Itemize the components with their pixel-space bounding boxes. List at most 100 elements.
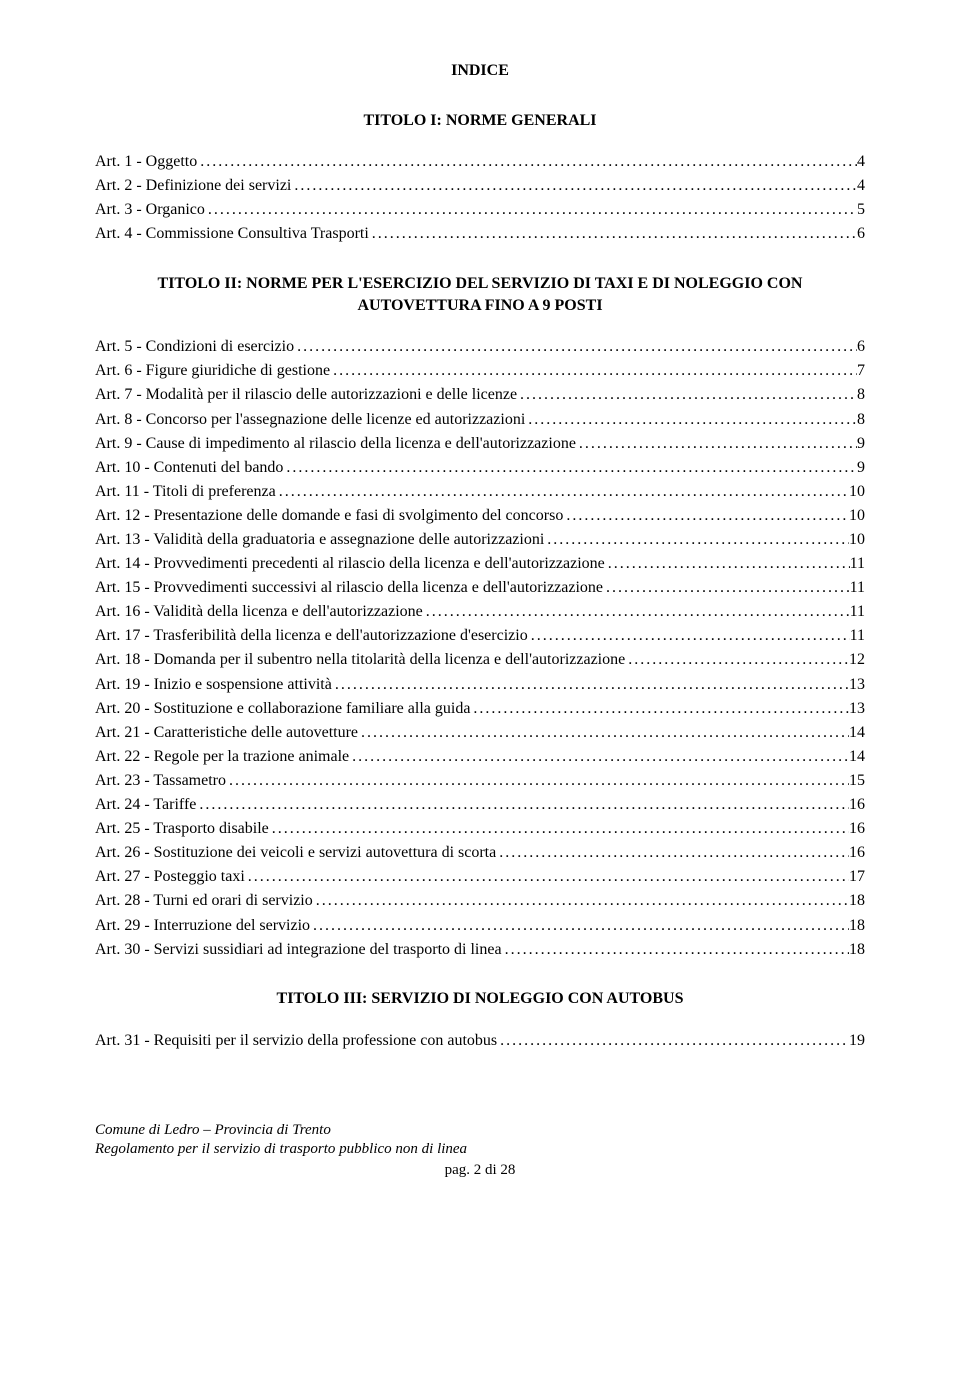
section-heading: TITOLO III: SERVIZIO DI NOLEGGIO CON AUT… — [95, 988, 865, 1010]
toc-entry-leader — [330, 360, 857, 382]
toc-entry-leader — [423, 601, 850, 623]
toc-entry-leader — [226, 770, 849, 792]
toc-entry-leader — [517, 384, 857, 406]
toc-entry: Art. 21 - Caratteristiche delle autovett… — [95, 722, 865, 744]
toc-entry-label: Art. 17 - Trasferibilità della licenza e… — [95, 625, 528, 647]
toc-entry-page: 16 — [849, 794, 865, 816]
toc-entry-leader — [525, 409, 857, 431]
toc-entry-page: 13 — [849, 674, 865, 696]
toc-entry-page: 10 — [849, 505, 865, 527]
toc-entry-label: Art. 14 - Provvedimenti precedenti al ri… — [95, 553, 605, 575]
toc-entry-leader — [310, 915, 849, 937]
toc-entry-page: 17 — [849, 866, 865, 888]
toc-entry: Art. 25 - Trasporto disabile 16 — [95, 818, 865, 840]
toc-entry: Art. 18 - Domanda per il subentro nella … — [95, 649, 865, 671]
toc-entry: Art. 20 - Sostituzione e collaborazione … — [95, 698, 865, 720]
toc-entry: Art. 7 - Modalità per il rilascio delle … — [95, 384, 865, 406]
page-footer: Comune di Ledro – Provincia di Trento Re… — [95, 1121, 865, 1179]
toc-entry: Art. 31 - Requisiti per il servizio dell… — [95, 1030, 865, 1052]
toc-entry: Art. 15 - Provvedimenti successivi al ri… — [95, 577, 865, 599]
toc-entry-leader — [332, 674, 849, 696]
toc-entry-page: 18 — [849, 890, 865, 912]
toc-entry: Art. 9 - Cause di impedimento al rilasci… — [95, 433, 865, 455]
toc-entry-page: 11 — [850, 601, 865, 623]
toc-entry-leader — [358, 722, 849, 744]
toc-entry-page: 6 — [857, 336, 865, 358]
toc-entry-page: 10 — [849, 481, 865, 503]
toc-entry-label: Art. 5 - Condizioni di esercizio — [95, 336, 294, 358]
toc-entry-page: 14 — [849, 746, 865, 768]
footer-line-2: Regolamento per il servizio di trasporto… — [95, 1140, 865, 1159]
toc-entry-label: Art. 7 - Modalità per il rilascio delle … — [95, 384, 517, 406]
toc-entry-label: Art. 24 - Tariffe — [95, 794, 196, 816]
toc-entry-page: 11 — [850, 553, 865, 575]
toc-entry-label: Art. 8 - Concorso per l'assegnazione del… — [95, 409, 525, 431]
toc-entry-label: Art. 10 - Contenuti del bando — [95, 457, 283, 479]
toc-entry-label: Art. 11 - Titoli di preferenza — [95, 481, 276, 503]
toc-entry-page: 11 — [850, 577, 865, 599]
toc-entry-page: 18 — [849, 939, 865, 961]
toc-entry: Art. 30 - Servizi sussidiari ad integraz… — [95, 939, 865, 961]
toc-entry-page: 16 — [849, 818, 865, 840]
toc-entry: Art. 17 - Trasferibilità della licenza e… — [95, 625, 865, 647]
toc-entry-leader — [283, 457, 857, 479]
toc-entry-label: Art. 9 - Cause di impedimento al rilasci… — [95, 433, 576, 455]
toc-entry-page: 18 — [849, 915, 865, 937]
toc-entry: Art. 26 - Sostituzione dei veicoli e ser… — [95, 842, 865, 864]
toc-entry-leader — [603, 577, 850, 599]
toc-entry-page: 13 — [849, 698, 865, 720]
toc-entry-label: Art. 18 - Domanda per il subentro nella … — [95, 649, 625, 671]
toc-entry: Art. 27 - Posteggio taxi17 — [95, 866, 865, 888]
toc-entry-leader — [496, 842, 849, 864]
toc-entry-page: 6 — [857, 223, 865, 245]
toc-entry-leader — [605, 553, 850, 575]
toc-entry-label: Art. 13 - Validità della graduatoria e a… — [95, 529, 544, 551]
toc-entry-page: 4 — [857, 175, 865, 197]
toc-entry-leader — [349, 746, 849, 768]
toc-entry-label: Art. 26 - Sostituzione dei veicoli e ser… — [95, 842, 496, 864]
toc-entry-label: Art. 3 - Organico — [95, 199, 205, 221]
toc-entry-page: 10 — [849, 529, 865, 551]
footer-line-1: Comune di Ledro – Provincia di Trento — [95, 1121, 865, 1140]
toc-entry-leader — [502, 939, 849, 961]
toc-entry-leader — [528, 625, 850, 647]
toc-entry-label: Art. 15 - Provvedimenti successivi al ri… — [95, 577, 603, 599]
toc-entry: Art. 3 - Organico 5 — [95, 199, 865, 221]
toc-entry-page: 19 — [849, 1030, 865, 1052]
toc-entry-leader — [497, 1030, 849, 1052]
toc-entry: Art. 29 - Interruzione del servizio 18 — [95, 915, 865, 937]
toc-entry-leader — [625, 649, 849, 671]
toc-entry-label: Art. 21 - Caratteristiche delle autovett… — [95, 722, 358, 744]
toc-entry: Art. 13 - Validità della graduatoria e a… — [95, 529, 865, 551]
toc-entry-label: Art. 25 - Trasporto disabile — [95, 818, 269, 840]
toc-entry-page: 9 — [857, 457, 865, 479]
toc-entry: Art. 16 - Validità della licenza e dell'… — [95, 601, 865, 623]
toc-entry-page: 15 — [849, 770, 865, 792]
toc-entry-label: Art. 23 - Tassametro — [95, 770, 226, 792]
toc-entry-page: 8 — [857, 409, 865, 431]
toc-entry-page: 5 — [857, 199, 865, 221]
toc-entry-leader — [245, 866, 849, 888]
toc-entry: Art. 19 - Inizio e sospensione attività 1… — [95, 674, 865, 696]
toc-entry-page: 16 — [849, 842, 865, 864]
toc-entry-page: 11 — [850, 625, 865, 647]
toc-entry: Art. 10 - Contenuti del bando 9 — [95, 457, 865, 479]
toc-entry-page: 14 — [849, 722, 865, 744]
toc-entry: Art. 5 - Condizioni di esercizio 6 — [95, 336, 865, 358]
toc-entry-page: 7 — [857, 360, 865, 382]
toc-entry-label: Art. 16 - Validità della licenza e dell'… — [95, 601, 423, 623]
toc-entry-label: Art. 2 - Definizione dei servizi — [95, 175, 291, 197]
toc-entry: Art. 4 - Commissione Consultiva Trasport… — [95, 223, 865, 245]
toc-entry-label: Art. 12 - Presentazione delle domande e … — [95, 505, 563, 527]
toc-entry-leader — [205, 199, 857, 221]
toc-entry: Art. 23 - Tassametro 15 — [95, 770, 865, 792]
toc-entry: Art. 2 - Definizione dei servizi 4 — [95, 175, 865, 197]
toc-entry: Art. 24 - Tariffe 16 — [95, 794, 865, 816]
toc-entry: Art. 1 - Oggetto4 — [95, 151, 865, 173]
toc-container: TITOLO I: NORME GENERALIArt. 1 - Oggetto… — [95, 110, 865, 1052]
toc-entry-label: Art. 4 - Commissione Consultiva Trasport… — [95, 223, 369, 245]
toc-entry: Art. 14 - Provvedimenti precedenti al ri… — [95, 553, 865, 575]
section-heading: TITOLO II: NORME PER L'ESERCIZIO DEL SER… — [95, 273, 865, 316]
toc-entry-label: Art. 19 - Inizio e sospensione attività — [95, 674, 332, 696]
toc-entry-label: Art. 29 - Interruzione del servizio — [95, 915, 310, 937]
